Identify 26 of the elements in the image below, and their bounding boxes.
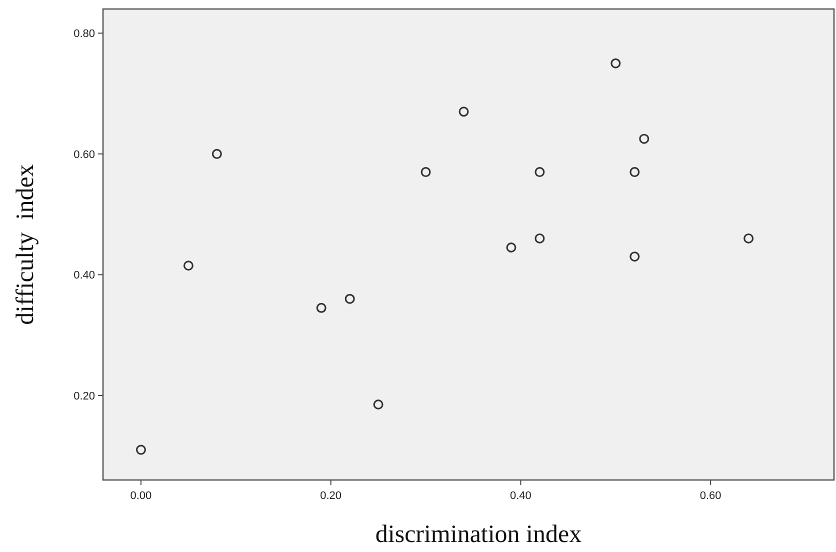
point [630, 252, 640, 262]
x-tick-label: 0.40 [510, 490, 532, 502]
point [534, 233, 545, 244]
x-tick-label: 0.20 [320, 490, 342, 502]
point [630, 167, 640, 178]
y-axis-title: difficulty index [12, 164, 39, 325]
point [639, 134, 650, 144]
point [136, 444, 146, 455]
y-tick-label: 0.80 [74, 28, 95, 40]
point [212, 148, 222, 159]
y-tick-label: 0.40 [74, 270, 95, 282]
point [610, 58, 621, 68]
point [744, 233, 754, 244]
point [420, 167, 431, 178]
point [458, 106, 469, 117]
point [316, 302, 326, 313]
x-tick-label: 0.60 [700, 490, 722, 502]
x-tick-label: 0.00 [130, 490, 152, 502]
point [344, 294, 355, 304]
point [373, 400, 384, 410]
point [534, 167, 545, 178]
x-axis-title: discrimination index [375, 521, 582, 548]
y-tick-label: 0.60 [74, 148, 95, 161]
point [506, 242, 516, 253]
point [183, 260, 194, 271]
y-tick-label: 0.20 [74, 390, 95, 402]
